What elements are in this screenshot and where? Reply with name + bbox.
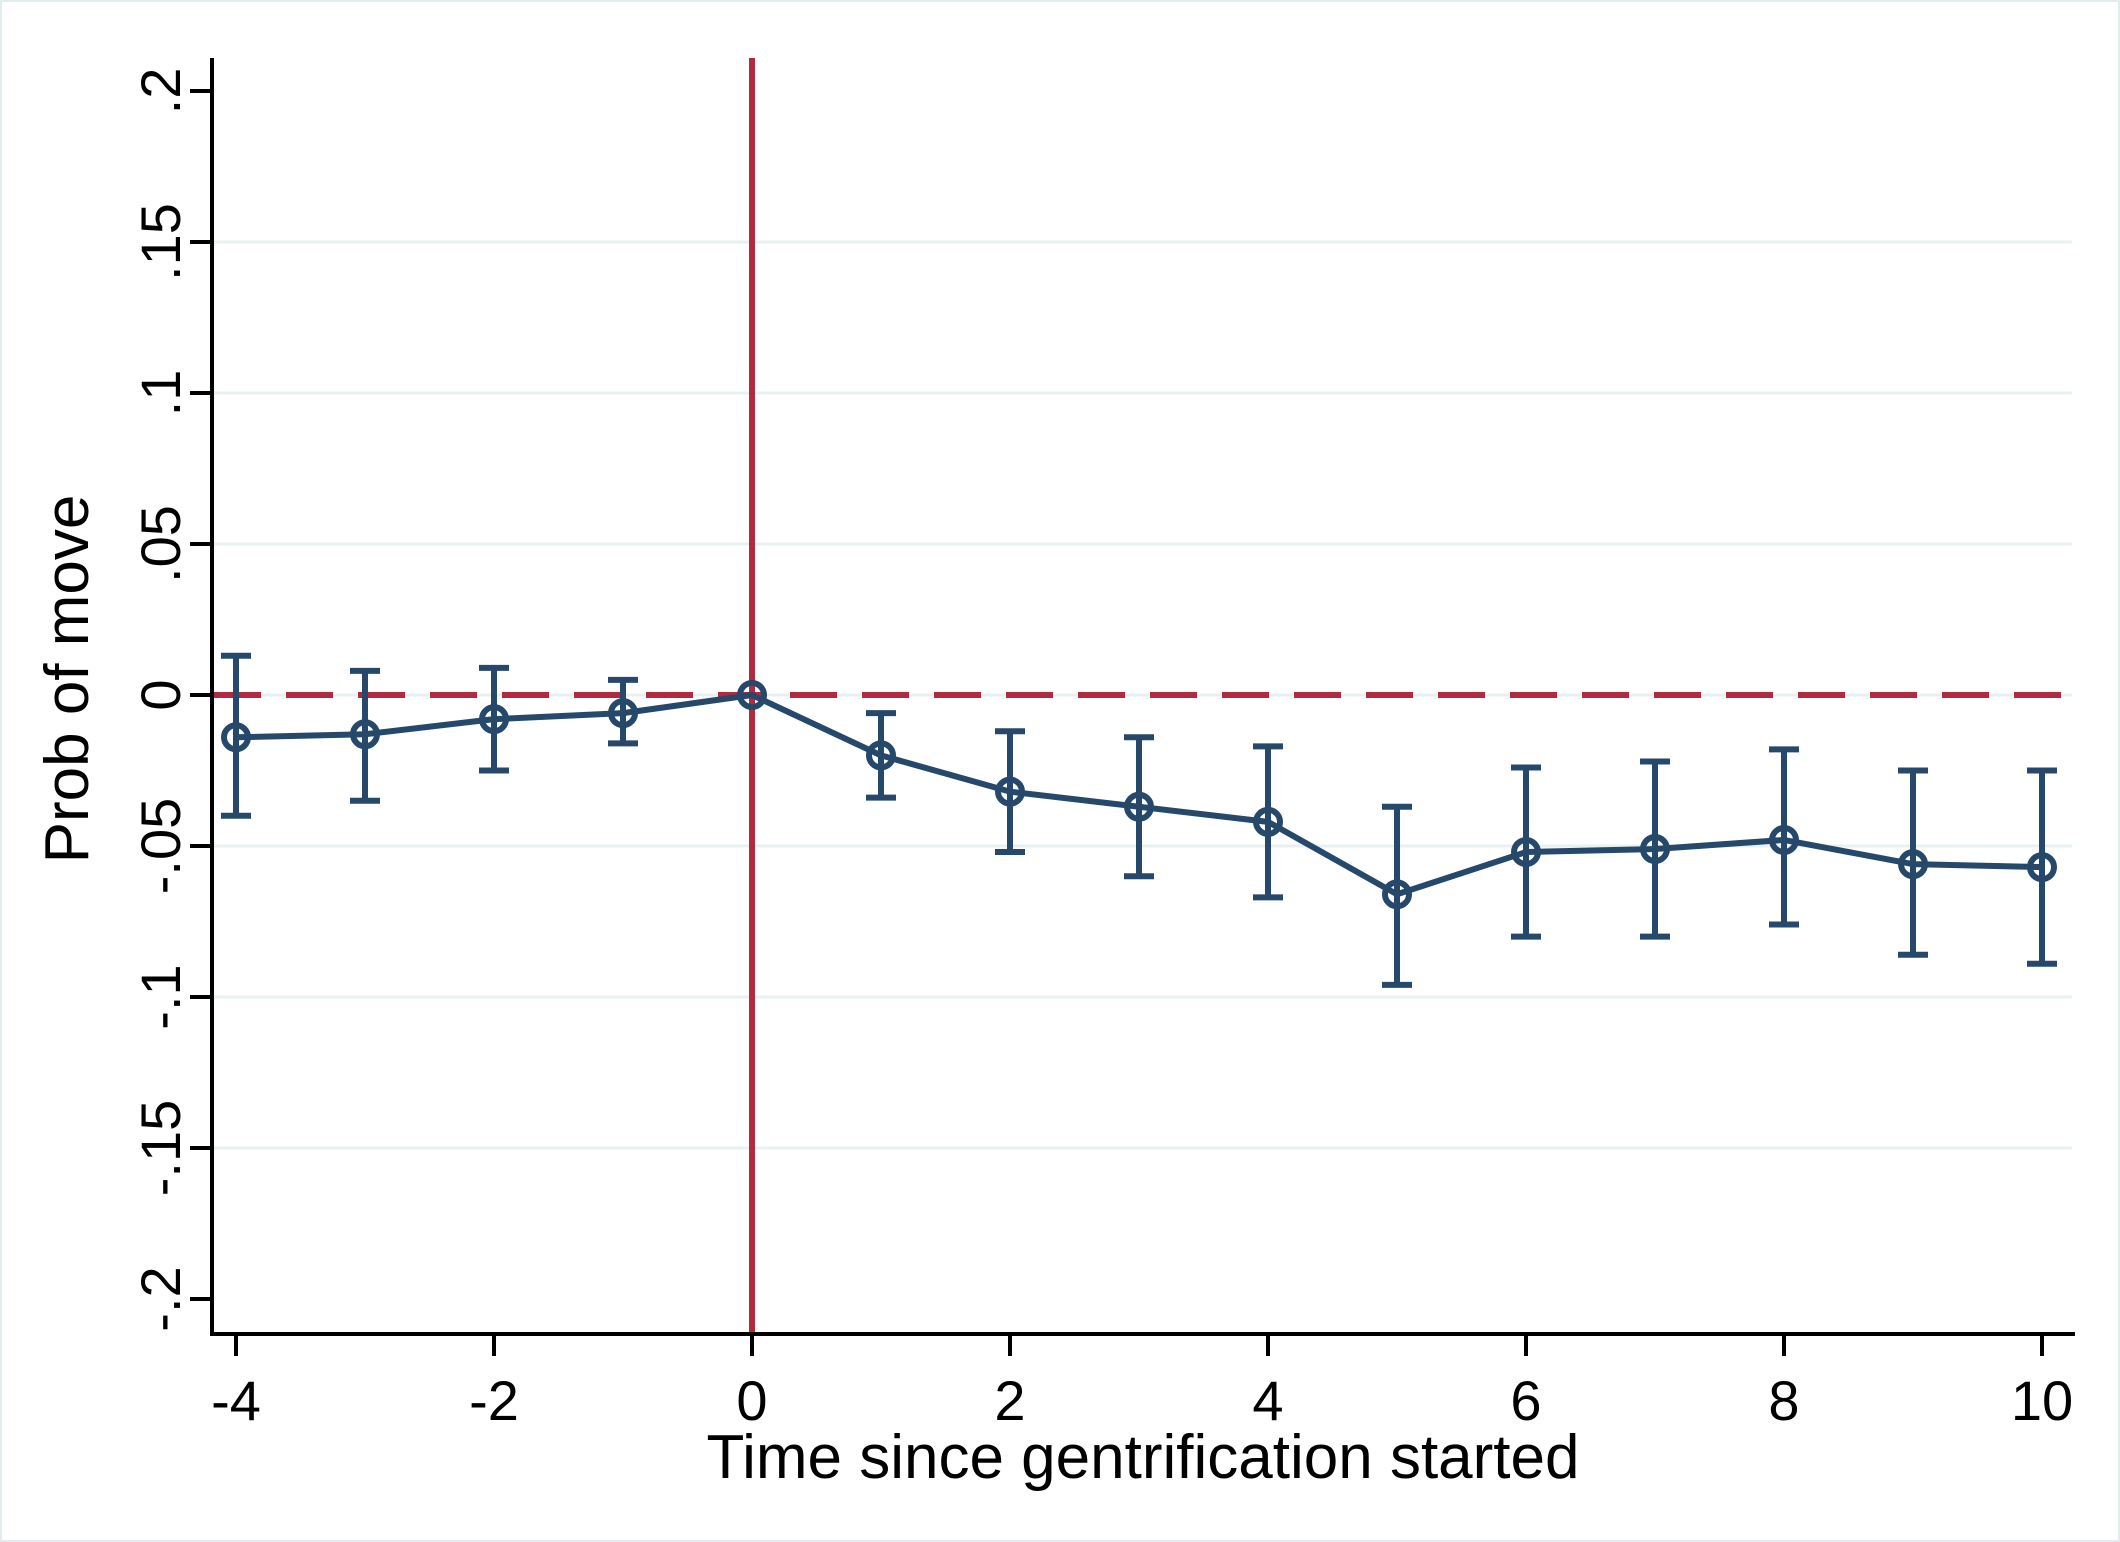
y-tick-label: .1 <box>129 370 192 417</box>
estimate-marker <box>350 719 380 750</box>
estimate-marker <box>1124 791 1154 822</box>
y-tick-label: .2 <box>129 68 192 115</box>
estimate-marker <box>1769 824 1799 855</box>
estimate-marker <box>995 776 1025 807</box>
x-tick-label: 2 <box>994 1369 1025 1432</box>
estimate-marker <box>1640 834 1670 865</box>
x-tick-label: 0 <box>736 1369 767 1432</box>
estimate-marker <box>2027 852 2057 883</box>
x-tick-label: -4 <box>211 1369 261 1432</box>
y-tick-label: .05 <box>129 505 192 583</box>
y-tick-label: -.15 <box>129 1100 192 1197</box>
y-tick-label: -.2 <box>129 1266 192 1331</box>
estimate-marker <box>1511 837 1541 868</box>
x-tick-label: 4 <box>1252 1369 1283 1432</box>
y-tick-label: 0 <box>129 679 192 710</box>
x-axis-ticks: -4 -2 0 2 4 6 8 10 <box>211 1334 2073 1432</box>
y-tick-label: .15 <box>129 203 192 281</box>
estimate-marker <box>608 698 638 729</box>
estimate-marker <box>737 680 767 710</box>
estimate-marker <box>221 722 251 753</box>
y-tick-label: -.1 <box>129 964 192 1029</box>
estimate-marker <box>479 704 509 735</box>
x-tick-label: 10 <box>2011 1369 2073 1432</box>
y-axis-title: Prob of move <box>33 495 102 864</box>
estimate-marker <box>1253 806 1283 837</box>
estimate-marker <box>1382 879 1412 910</box>
estimate-polyline <box>235 692 2043 898</box>
x-tick-label: 8 <box>1768 1369 1799 1432</box>
x-tick-label: 6 <box>1510 1369 1541 1432</box>
y-tick-label: -.05 <box>129 798 192 895</box>
x-axis-title: Time since gentrification started <box>707 1423 1580 1492</box>
x-tick-label: -2 <box>469 1369 519 1432</box>
estimate-line <box>235 692 2043 898</box>
y-axis-ticks: .2 .15 .1 .05 0 -.05 -.1 -.15 -.2 <box>129 68 212 1332</box>
estimate-marker <box>866 740 896 771</box>
estimate-markers <box>221 680 2057 910</box>
estimate-marker <box>1898 849 1928 880</box>
